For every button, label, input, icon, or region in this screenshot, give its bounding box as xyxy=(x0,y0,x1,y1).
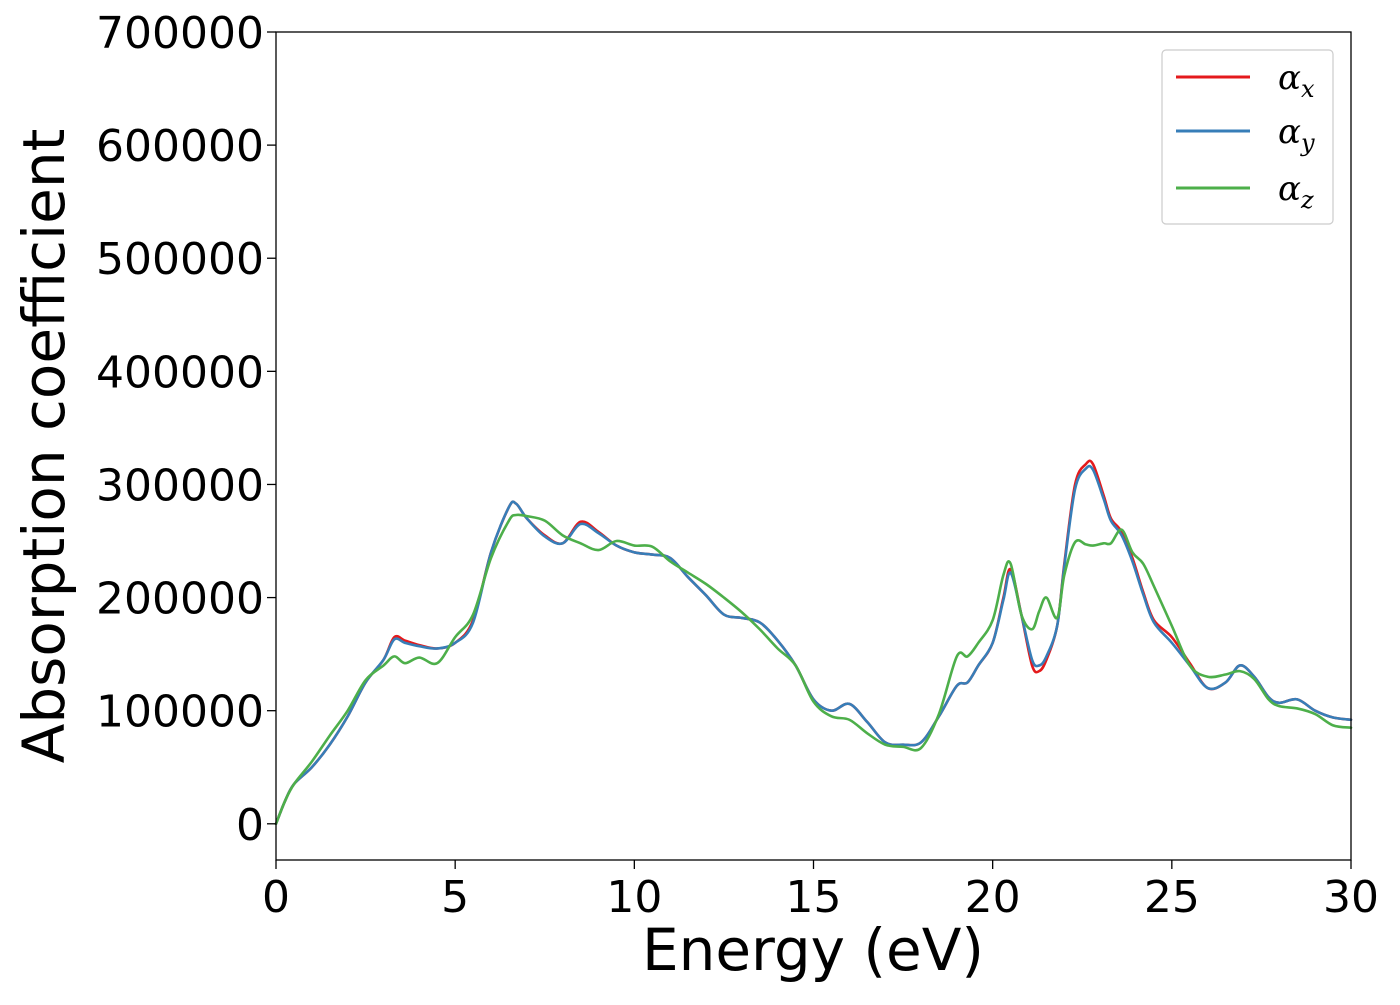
x-tick-label: 0 xyxy=(262,872,290,923)
x-axis-label: Energy (eV) xyxy=(642,916,984,984)
y-tick-label: 200000 xyxy=(96,574,264,625)
y-tick-label: 700000 xyxy=(96,8,264,59)
legend-box xyxy=(1161,49,1334,225)
x-tick-label: 10 xyxy=(606,872,662,923)
x-tick-label: 15 xyxy=(786,872,842,923)
legend: αx αy αz xyxy=(1161,49,1334,225)
legend-entries: αx αy αz xyxy=(1176,58,1315,214)
y-tick-label: 600000 xyxy=(96,121,264,172)
y-tick-label: 100000 xyxy=(96,687,264,738)
x-axis-ticks: 0 5 10 15 20 25 30 xyxy=(262,860,1379,923)
y-axis-ticks: 0 100000 200000 300000 400000 500000 600000 700… xyxy=(96,8,276,851)
x-tick-label: 25 xyxy=(1144,872,1200,923)
y-tick-label: 400000 xyxy=(96,347,264,398)
legend-label: αz xyxy=(1278,169,1314,214)
x-tick-label: 5 xyxy=(441,872,469,923)
y-tick-label: 0 xyxy=(236,800,264,851)
series-layer xyxy=(274,459,1353,826)
y-axis-label: Absorption coefficient xyxy=(10,129,78,764)
series-line-alpha-z xyxy=(274,513,1353,826)
y-tick-label: 300000 xyxy=(96,460,264,511)
x-tick-label: 20 xyxy=(965,872,1021,923)
x-tick-label: 30 xyxy=(1323,872,1379,923)
y-tick-label: 500000 xyxy=(96,234,264,285)
legend-label: αy xyxy=(1278,112,1315,157)
series-line-alpha-y xyxy=(274,464,1353,826)
legend-label: αx xyxy=(1278,58,1315,103)
